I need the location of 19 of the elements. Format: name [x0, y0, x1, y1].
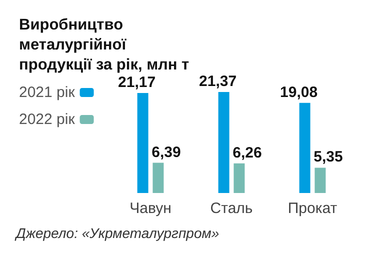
data-label: 5,35 [314, 148, 343, 166]
text: Джерело: «Укрметалургпром» [14, 225, 220, 241]
bar [299, 102, 310, 193]
bar [218, 92, 230, 193]
chart-title: Виробництво металургійної продукції за рік, млн т [19, 16, 190, 74]
data-label: 6,26 [232, 144, 262, 162]
data-label: 6,39 [152, 144, 181, 161]
bar [234, 163, 245, 193]
x-tick-label: Сталь [210, 200, 253, 217]
x-tick-label: Прокат [288, 200, 338, 217]
bar [137, 92, 148, 193]
legend-label: 2021 рік [18, 84, 76, 101]
bar [314, 168, 326, 193]
data-label: 19,08 [280, 84, 318, 101]
data-label: 21,17 [118, 74, 156, 91]
data-label: 21,37 [199, 73, 237, 90]
bar [152, 162, 164, 193]
legend-label: 2022 рік [18, 111, 76, 128]
x-tick-label: Чавун [130, 200, 172, 217]
